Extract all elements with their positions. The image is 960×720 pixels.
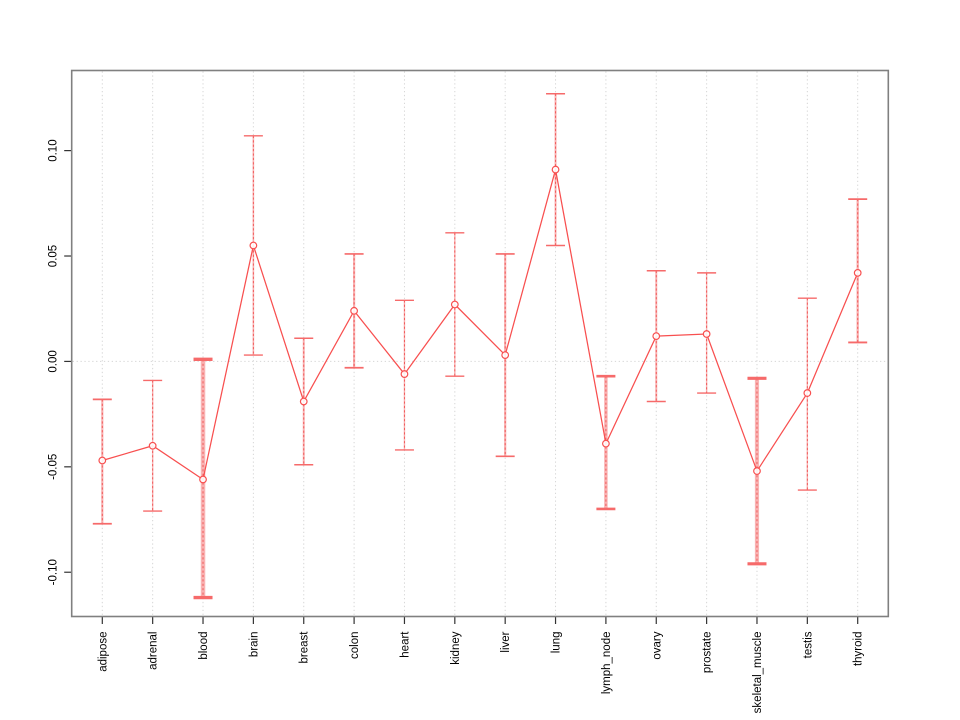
plot-border [70,69,890,618]
x-tick-label-adipose: adipose [97,632,109,672]
data-points [98,165,862,484]
data-point-lung [551,165,560,174]
x-tick-label-thyroid: thyroid [853,632,865,667]
y-tick-label: 0.10 [48,139,60,161]
data-point-skeletal_muscle [753,467,761,475]
data-point-liver [501,351,510,359]
x-tick-label-liver: liver [500,631,512,652]
y-tick-label: -0.10 [48,559,60,585]
x-tick-label-lung: lung [551,632,563,654]
y-tick-label: -0.05 [48,454,60,480]
data-point-colon [350,306,359,315]
data-point-breast [299,397,308,406]
data-point-heart [400,370,409,378]
axes: 0.10 0.05 0.00 -0.05 -0.10 adipose adrenal bloo… [48,139,865,713]
gridlines [72,71,888,616]
data-point-blood [199,475,207,484]
data-point-prostate [702,330,711,338]
data-point-adipose [98,456,107,465]
x-tick-label-lymph_node: lymph_node [601,632,613,695]
series-line-activity [102,169,859,481]
data-point-brain [249,241,258,250]
y-tick-label: 0.05 [48,245,60,267]
data-point-adrenal [148,441,157,450]
x-tick-label-blood: blood [198,632,210,660]
x-tick-label-colon: colon [349,632,361,660]
x-tick-label-prostate: prostate [702,632,714,674]
x-tick-label-ovary: ovary [651,631,663,659]
data-point-kidney [450,300,459,309]
data-point-testis [803,389,812,397]
y-tick-label: 0.00 [48,350,60,372]
x-tick-label-kidney: kidney [450,631,462,664]
x-tick-label-heart: heart [399,631,411,658]
data-point-thyroid [853,268,862,277]
x-tick-label-adrenal: adrenal [148,632,160,670]
x-tick-label-brain: brain [248,632,260,658]
x-tick-label-skeletal_muscle: skeletal_muscle [752,632,764,714]
data-point-lymph_node [602,439,610,448]
x-tick-label-testis: testis [802,631,814,658]
x-tick-label-breast: breast [299,631,311,664]
data-point-ovary [652,332,661,341]
